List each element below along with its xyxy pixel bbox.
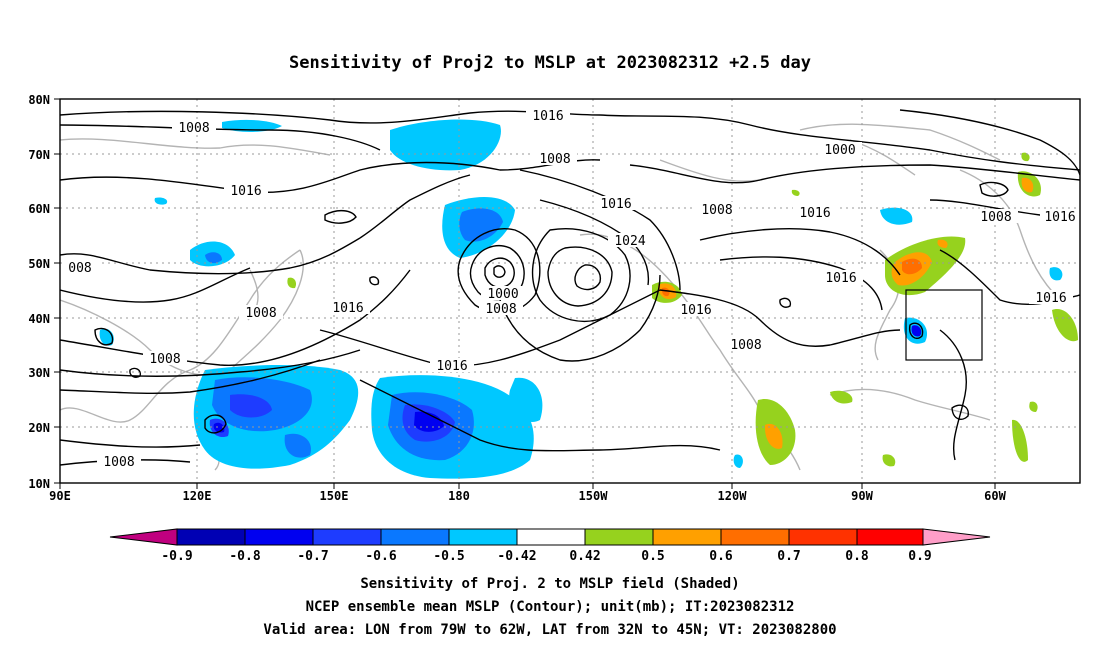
colorbar-label: 0.8 — [845, 549, 869, 564]
valid-area-box — [905, 289, 983, 361]
colorbar-segment — [244, 528, 314, 546]
contour-label: 1008 — [149, 352, 180, 367]
lat-label: 70N — [28, 148, 50, 162]
lon-label: 90W — [851, 489, 873, 503]
contour-label: 1024 — [614, 234, 645, 249]
colorbar — [109, 528, 991, 546]
contour-label: 1008 — [485, 302, 516, 317]
colorbar-segment — [312, 528, 382, 546]
lat-label: 30N — [28, 366, 50, 380]
contour-label: 1016 — [825, 271, 856, 286]
colorbar-left-triangle — [109, 528, 178, 546]
contour-label: 1008 — [539, 152, 570, 167]
colorbar-segment — [788, 528, 858, 546]
colorbar-label: 0.9 — [908, 549, 931, 564]
contour-label: 1000 — [824, 143, 855, 158]
caption-line-1: Sensitivity of Proj. 2 to MSLP field (Sh… — [360, 576, 739, 592]
colorbar-right-triangle — [922, 528, 991, 546]
colorbar-label: 0.5 — [641, 549, 664, 564]
lon-label: 90E — [49, 489, 71, 503]
axis-ticks — [54, 98, 996, 489]
lat-label: 10N — [28, 477, 50, 491]
lat-label: 60N — [28, 202, 50, 216]
longitude-labels: 90E 120E 150E 180 150W 120W 90W 60W — [49, 489, 1006, 503]
latitude-labels: 80N 70N 60N 50N 40N 30N 20N 10N — [28, 93, 50, 491]
lat-label: 50N — [28, 257, 50, 271]
map-title: Sensitivity of Proj2 to MSLP at 20230823… — [289, 53, 811, 73]
contour-labels: 1016 1008 1000 1008 1016 1016 1016 1024 … — [62, 108, 1080, 470]
colorbar-segment — [176, 528, 246, 546]
mslp-contours — [60, 109, 1080, 466]
caption-line-3: Valid area: LON from 79W to 62W, LAT fro… — [263, 622, 836, 638]
caption-line-2: NCEP ensemble mean MSLP (Contour); unit(… — [306, 599, 795, 615]
colorbar-segment — [516, 528, 586, 546]
colorbar-segment — [720, 528, 790, 546]
colorbar-label: -0.5 — [433, 549, 464, 564]
contour-label: 1016 — [680, 303, 711, 318]
colorbar-label: 0.6 — [709, 549, 733, 564]
contour-label: 1008 — [701, 203, 732, 218]
contour-label: 1016 — [332, 301, 363, 316]
colorbar-segment — [856, 528, 924, 546]
contour-label: 1000 — [487, 287, 518, 302]
colorbar-label: -0.42 — [497, 549, 536, 564]
colorbar-segment — [652, 528, 722, 546]
lat-label: 20N — [28, 421, 50, 435]
contour-label: 1008 — [730, 338, 761, 353]
colorbar-labels: -0.9 -0.8 -0.7 -0.6 -0.5 -0.42 0.42 0.5 … — [161, 549, 931, 564]
lon-label: 180 — [448, 489, 470, 503]
plot-frame — [59, 98, 1081, 484]
colorbar-label: 0.7 — [777, 549, 800, 564]
contour-label: 1016 — [1035, 291, 1066, 306]
contour-label: 1016 — [436, 359, 467, 374]
contour-label: 1008 — [245, 306, 276, 321]
colorbar-label: -0.7 — [297, 549, 328, 564]
contour-label: 1016 — [230, 184, 261, 199]
colorbar-label: -0.8 — [229, 549, 260, 564]
contour-label: 1008 — [178, 121, 209, 136]
contour-label: 1016 — [799, 206, 830, 221]
lon-label: 150W — [579, 489, 609, 503]
lon-label: 60W — [984, 489, 1006, 503]
contour-label: 1008 — [103, 455, 134, 470]
colorbar-segment — [448, 528, 518, 546]
contour-label: 1016 — [532, 109, 563, 124]
lat-label: 40N — [28, 312, 50, 326]
contour-label: 008 — [68, 261, 91, 276]
colorbar-label: 0.42 — [569, 549, 600, 564]
lon-label: 150E — [320, 489, 349, 503]
shaded-sensitivity-regions — [99, 119, 1078, 479]
colorbar-label: -0.6 — [365, 549, 396, 564]
contour-label: 1016 — [600, 197, 631, 212]
contour-label: 1008 — [980, 210, 1011, 225]
lat-label: 80N — [28, 93, 50, 107]
lon-label: 120E — [183, 489, 212, 503]
colorbar-label: -0.9 — [161, 549, 192, 564]
colorbar-segment — [584, 528, 654, 546]
colorbar-segment — [380, 528, 450, 546]
lat-lon-grid — [60, 99, 1080, 483]
contour-label: 1016 — [1044, 210, 1075, 225]
lon-label: 120W — [718, 489, 748, 503]
